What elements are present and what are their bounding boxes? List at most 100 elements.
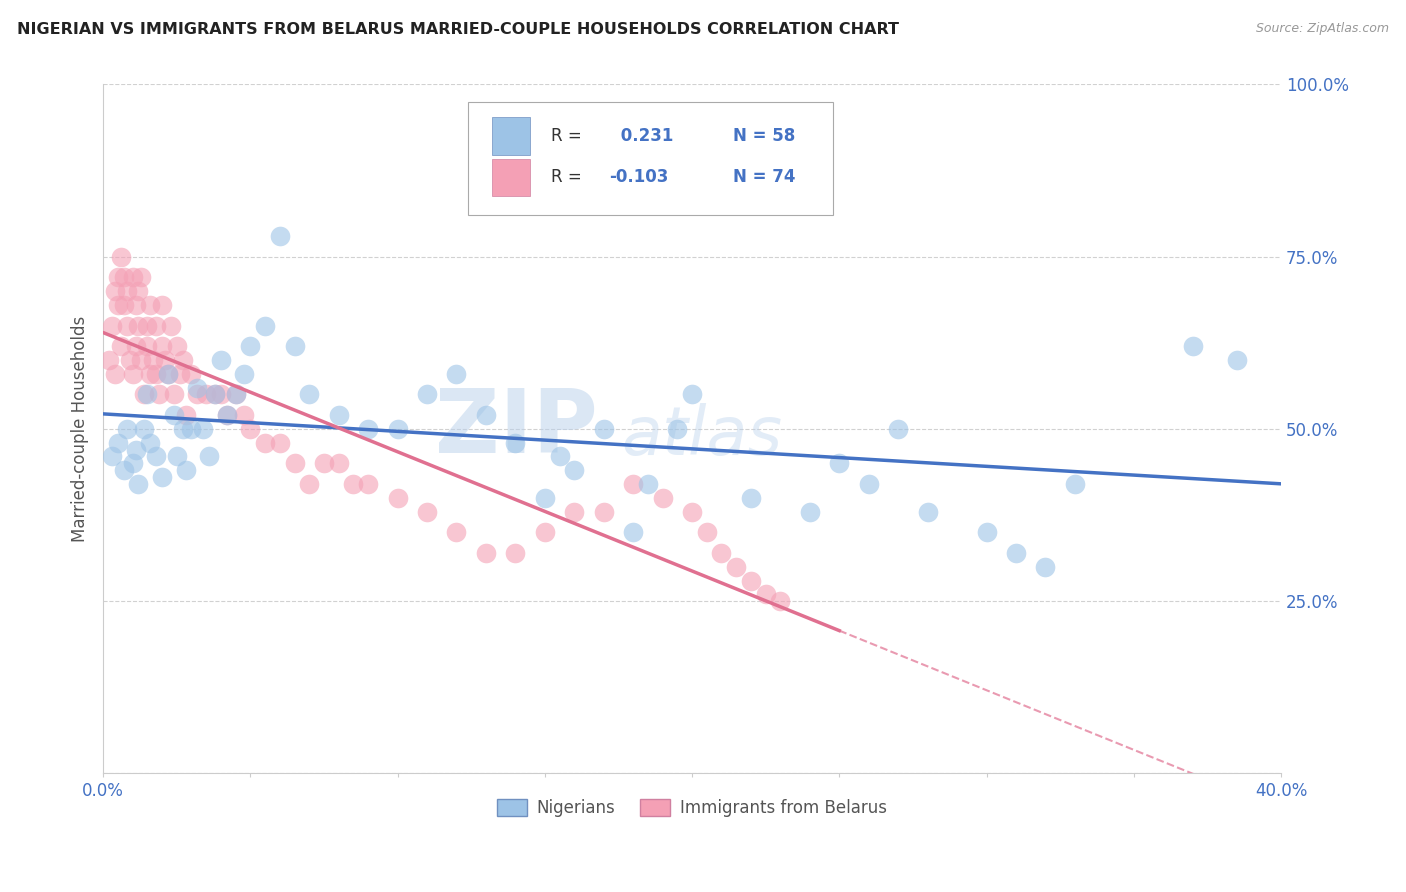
Point: [110, 250, 132, 264]
FancyBboxPatch shape: [492, 159, 530, 196]
Point: [156, 367, 179, 381]
Point: [328, 408, 350, 422]
Point: [312, 456, 335, 470]
Point: [112, 463, 135, 477]
Point: [180, 422, 202, 436]
Point: [131, 353, 153, 368]
Point: [283, 339, 305, 353]
Point: [233, 367, 256, 381]
Point: [104, 367, 127, 381]
Point: [505, 435, 527, 450]
Point: [1005, 546, 1028, 560]
Point: [136, 339, 159, 353]
Point: [215, 408, 238, 422]
Point: [121, 367, 143, 381]
Point: [233, 408, 256, 422]
Point: [475, 408, 498, 422]
Point: [562, 505, 585, 519]
Point: [107, 435, 129, 450]
Point: [917, 505, 939, 519]
Point: [148, 387, 170, 401]
Point: [186, 387, 208, 401]
Point: [740, 574, 762, 588]
Point: [621, 525, 644, 540]
Point: [533, 491, 555, 505]
Point: [592, 505, 614, 519]
Point: [209, 387, 232, 401]
Point: [150, 298, 173, 312]
Text: -0.103: -0.103: [610, 169, 669, 186]
Point: [562, 463, 585, 477]
Point: [166, 339, 188, 353]
Point: [446, 525, 468, 540]
Point: [1181, 339, 1204, 353]
Point: [215, 408, 238, 422]
Point: [976, 525, 998, 540]
Point: [174, 408, 197, 422]
Point: [186, 381, 208, 395]
Text: NIGERIAN VS IMMIGRANTS FROM BELARUS MARRIED-COUPLE HOUSEHOLDS CORRELATION CHART: NIGERIAN VS IMMIGRANTS FROM BELARUS MARR…: [17, 22, 898, 37]
Point: [107, 270, 129, 285]
Point: [121, 456, 143, 470]
Text: 0.231: 0.231: [616, 128, 673, 145]
Point: [172, 353, 194, 368]
Point: [139, 367, 162, 381]
Point: [269, 435, 291, 450]
Point: [858, 477, 880, 491]
Point: [172, 422, 194, 436]
Point: [198, 450, 221, 464]
Point: [209, 353, 232, 368]
Point: [254, 435, 277, 450]
Text: N = 74: N = 74: [734, 169, 796, 186]
Point: [548, 450, 571, 464]
Point: [127, 284, 149, 298]
Point: [666, 422, 689, 436]
Point: [131, 270, 153, 285]
Point: [239, 339, 262, 353]
Point: [160, 318, 183, 333]
Point: [174, 463, 197, 477]
Point: [740, 491, 762, 505]
Point: [696, 525, 718, 540]
Point: [153, 353, 176, 368]
Point: [195, 387, 218, 401]
Point: [107, 298, 129, 312]
Point: [112, 270, 135, 285]
Text: Source: ZipAtlas.com: Source: ZipAtlas.com: [1256, 22, 1389, 36]
Point: [163, 408, 186, 422]
Point: [254, 318, 277, 333]
Point: [124, 442, 146, 457]
Point: [101, 318, 124, 333]
Point: [387, 422, 409, 436]
Point: [180, 367, 202, 381]
Point: [139, 435, 162, 450]
Point: [755, 587, 778, 601]
Point: [134, 387, 156, 401]
Text: atlas: atlas: [621, 403, 783, 469]
Point: [127, 318, 149, 333]
FancyBboxPatch shape: [468, 102, 834, 215]
Point: [387, 491, 409, 505]
Y-axis label: Married-couple Households: Married-couple Households: [72, 316, 89, 542]
Text: R =: R =: [551, 169, 586, 186]
Point: [124, 339, 146, 353]
Point: [136, 318, 159, 333]
Point: [621, 477, 644, 491]
Text: ZIP: ZIP: [434, 385, 598, 473]
Point: [142, 353, 165, 368]
Point: [887, 422, 910, 436]
Point: [124, 298, 146, 312]
Point: [269, 229, 291, 244]
Point: [136, 387, 159, 401]
Point: [134, 422, 156, 436]
Point: [651, 491, 673, 505]
Point: [769, 594, 792, 608]
FancyBboxPatch shape: [492, 117, 530, 155]
Point: [416, 387, 439, 401]
Point: [475, 546, 498, 560]
Point: [298, 387, 321, 401]
Point: [150, 339, 173, 353]
Point: [139, 298, 162, 312]
Text: N = 58: N = 58: [734, 128, 796, 145]
Point: [681, 505, 703, 519]
